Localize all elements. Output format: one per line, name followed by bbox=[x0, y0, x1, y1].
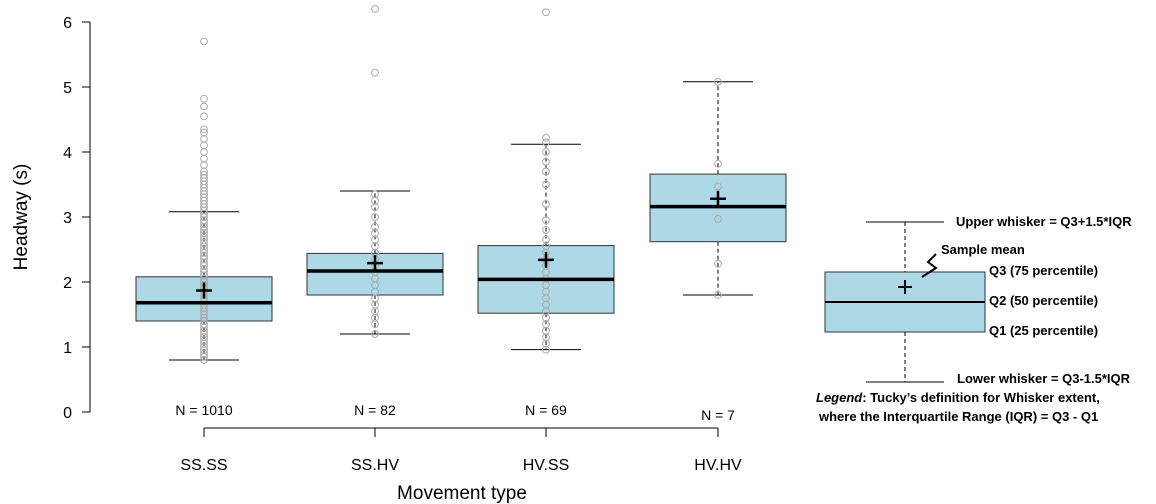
outlier-point bbox=[542, 8, 550, 17]
outlier-point bbox=[200, 112, 208, 121]
y-axis-title: Headway (s) bbox=[11, 164, 32, 271]
outlier-point bbox=[542, 148, 550, 156]
outlier-point bbox=[200, 141, 208, 150]
y-tick-label-3: 3 bbox=[63, 210, 72, 227]
legend-note-italic: Legend bbox=[816, 390, 863, 405]
outlier-point bbox=[714, 215, 722, 223]
box-group-ss-ss bbox=[135, 37, 273, 364]
outlier-point bbox=[371, 330, 379, 338]
outlier-point bbox=[714, 259, 722, 268]
legend-q3-label: Q3 (75 percentile) bbox=[989, 263, 1098, 278]
legend-note-rest: : Tucky’s definition for Whisker extent, bbox=[862, 390, 1100, 405]
outlier-point bbox=[200, 170, 208, 179]
y-axis: 0 1 2 3 4 5 6 bbox=[63, 15, 91, 422]
outlier-point bbox=[371, 213, 379, 221]
outlier-point bbox=[371, 190, 379, 199]
outlier-point bbox=[714, 182, 722, 191]
n-label-3: N = 7 bbox=[701, 407, 735, 423]
x-tick-label-1: SS.HV bbox=[351, 457, 399, 474]
legend-upper-whisker-label: Upper whisker = Q3+1.5*IQR bbox=[956, 214, 1132, 229]
y-tick-label-1: 1 bbox=[63, 340, 72, 357]
legend-note-line2: where the Interquartile Range (IQR) = Q3… bbox=[818, 409, 1098, 424]
mean-marker-2 bbox=[538, 251, 554, 268]
box-group-hv-hv bbox=[649, 77, 787, 299]
outlier-point bbox=[542, 180, 550, 189]
n-label-2: N = 69 bbox=[525, 402, 567, 418]
legend-q2-label: Q2 (50 percentile) bbox=[989, 293, 1098, 308]
n-label-0: N = 1010 bbox=[175, 402, 232, 418]
x-axis-title: Movement type bbox=[397, 483, 527, 504]
outlier-point bbox=[371, 222, 379, 231]
outlier-point bbox=[542, 133, 550, 142]
y-tick-label-5: 5 bbox=[63, 80, 72, 97]
outlier-point bbox=[542, 200, 550, 208]
outlier-point bbox=[371, 68, 379, 77]
y-tick-label-6: 6 bbox=[63, 15, 72, 32]
legend-note-line1: Legend: Tucky’s definition for Whisker e… bbox=[816, 390, 1100, 405]
legend-mean-pointer bbox=[921, 253, 938, 278]
y-tick-label-2: 2 bbox=[63, 275, 72, 292]
outlier-point bbox=[542, 235, 550, 244]
mean-marker-1 bbox=[367, 255, 383, 272]
outlier-point bbox=[200, 154, 208, 163]
outlier-point bbox=[200, 135, 208, 143]
outlier-point bbox=[714, 77, 722, 86]
legend-box-diagram: Upper whisker = Q3+1.5*IQR Sample mean Q… bbox=[816, 214, 1132, 424]
outlier-point bbox=[542, 226, 550, 234]
outlier-point bbox=[714, 291, 722, 299]
outlier-point bbox=[200, 94, 208, 103]
outlier-point bbox=[542, 345, 550, 354]
outlier-point bbox=[200, 161, 208, 169]
outlier-point bbox=[200, 125, 208, 134]
legend-q1-label: Q1 (25 percentile) bbox=[989, 323, 1098, 338]
outlier-point bbox=[200, 148, 208, 156]
box-group-ss-hv bbox=[306, 5, 444, 338]
x-tick-label-2: HV.SS bbox=[523, 457, 570, 474]
x-tick-label-0: SS.SS bbox=[180, 457, 227, 474]
legend-sample-mean-label: Sample mean bbox=[941, 242, 1025, 257]
outlier-point bbox=[200, 102, 208, 111]
outlier-point bbox=[542, 216, 550, 225]
outlier-point bbox=[714, 159, 722, 168]
outlier-point bbox=[542, 138, 550, 147]
y-tick-label-4: 4 bbox=[63, 145, 72, 162]
legend-lower-whisker-label: Lower whisker = Q3-1.5*IQR bbox=[957, 371, 1131, 386]
mean-marker-0 bbox=[196, 282, 212, 299]
outlier-point bbox=[200, 37, 208, 46]
legend-mean-marker bbox=[898, 280, 912, 294]
outlier-point bbox=[200, 128, 208, 137]
y-tick-label-0: 0 bbox=[63, 405, 72, 422]
outlier-point bbox=[542, 167, 550, 176]
box-group-hv-ss bbox=[477, 8, 615, 354]
mean-marker-3 bbox=[710, 190, 726, 207]
outlier-point bbox=[371, 5, 379, 13]
x-axis: SS.SS N = 1010 SS.HV N = 82 HV.SS N = 69 HV.HV… bbox=[175, 402, 742, 474]
n-label-1: N = 82 bbox=[354, 402, 396, 418]
plot-area bbox=[135, 5, 787, 364]
x-tick-label-3: HV.HV bbox=[694, 457, 742, 474]
outlier-point bbox=[542, 157, 550, 166]
